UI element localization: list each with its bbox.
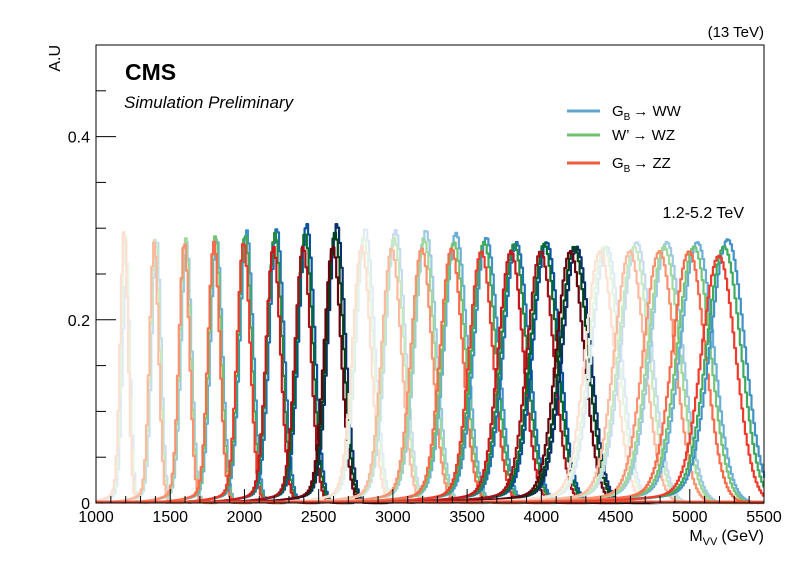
- y-tick-label: 0.2: [68, 313, 90, 330]
- mass-range-label: 1.2-5.2 TeV: [662, 205, 744, 222]
- legend: GB → WW W’ → WZ GB → ZZ: [567, 103, 682, 175]
- x-tick-label: 4000: [524, 509, 560, 526]
- legend-label: GB → WW: [612, 103, 682, 123]
- x-axis-title-unit: (GeV): [721, 528, 764, 545]
- x-axis: 1000 1500 2000 2500 3000 3500 4000 4500 5000 5500: [78, 489, 782, 526]
- x-axis-title-main: M: [689, 528, 702, 545]
- y-tick-label: 0.4: [68, 130, 90, 147]
- x-tick-label: 4500: [598, 509, 634, 526]
- experiment-label: CMS: [125, 59, 176, 85]
- x-tick-label: 1000: [78, 509, 114, 526]
- distribution-curves: [94, 223, 766, 505]
- x-tick-label: 2500: [301, 509, 337, 526]
- y-axis: 0 0.2 0.4: [68, 44, 116, 513]
- x-tick-label: 1500: [152, 509, 188, 526]
- x-tick-label: 2000: [227, 509, 263, 526]
- x-tick-label: 3000: [375, 509, 411, 526]
- x-tick-label: 5000: [672, 509, 708, 526]
- legend-label: GB → ZZ: [612, 155, 671, 175]
- y-tick-label: 0: [81, 496, 90, 513]
- simulation-status-label: Simulation Preliminary: [124, 93, 295, 112]
- legend-label: W’ → WZ: [612, 127, 675, 144]
- x-axis-title: MVV (GeV): [689, 528, 764, 548]
- x-tick-label: 5500: [746, 509, 782, 526]
- energy-label: (13 TeV): [708, 24, 764, 41]
- curve-zz-m1200: [94, 231, 148, 505]
- x-tick-label: 3500: [449, 509, 485, 526]
- y-axis-title: A.U: [47, 45, 64, 72]
- x-axis-title-sub: VV: [703, 536, 718, 548]
